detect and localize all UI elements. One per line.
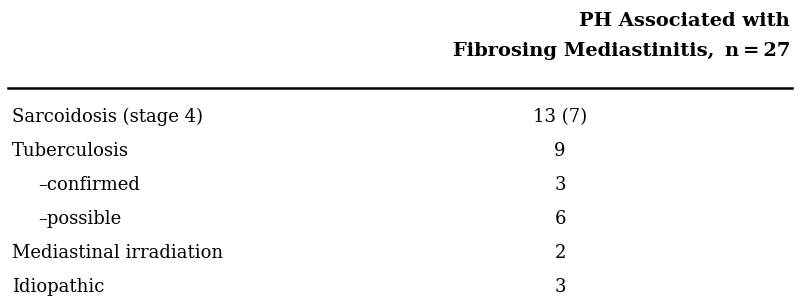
Text: 9: 9 [554,142,566,160]
Text: 2: 2 [554,244,566,262]
Text: Idiopathic: Idiopathic [12,278,104,296]
Text: Sarcoidosis (stage 4): Sarcoidosis (stage 4) [12,108,203,126]
Text: 3: 3 [554,278,566,296]
Text: Mediastinal irradiation: Mediastinal irradiation [12,244,223,262]
Text: 3: 3 [554,176,566,194]
Text: Tuberculosis: Tuberculosis [12,142,129,160]
Text: –possible: –possible [38,210,122,228]
Text: Fibrosing Mediastinitis,  n = 27: Fibrosing Mediastinitis, n = 27 [453,42,790,60]
Text: –confirmed: –confirmed [38,176,140,194]
Text: 13 (7): 13 (7) [533,108,587,126]
Text: 6: 6 [554,210,566,228]
Text: PH Associated with: PH Associated with [579,12,790,30]
